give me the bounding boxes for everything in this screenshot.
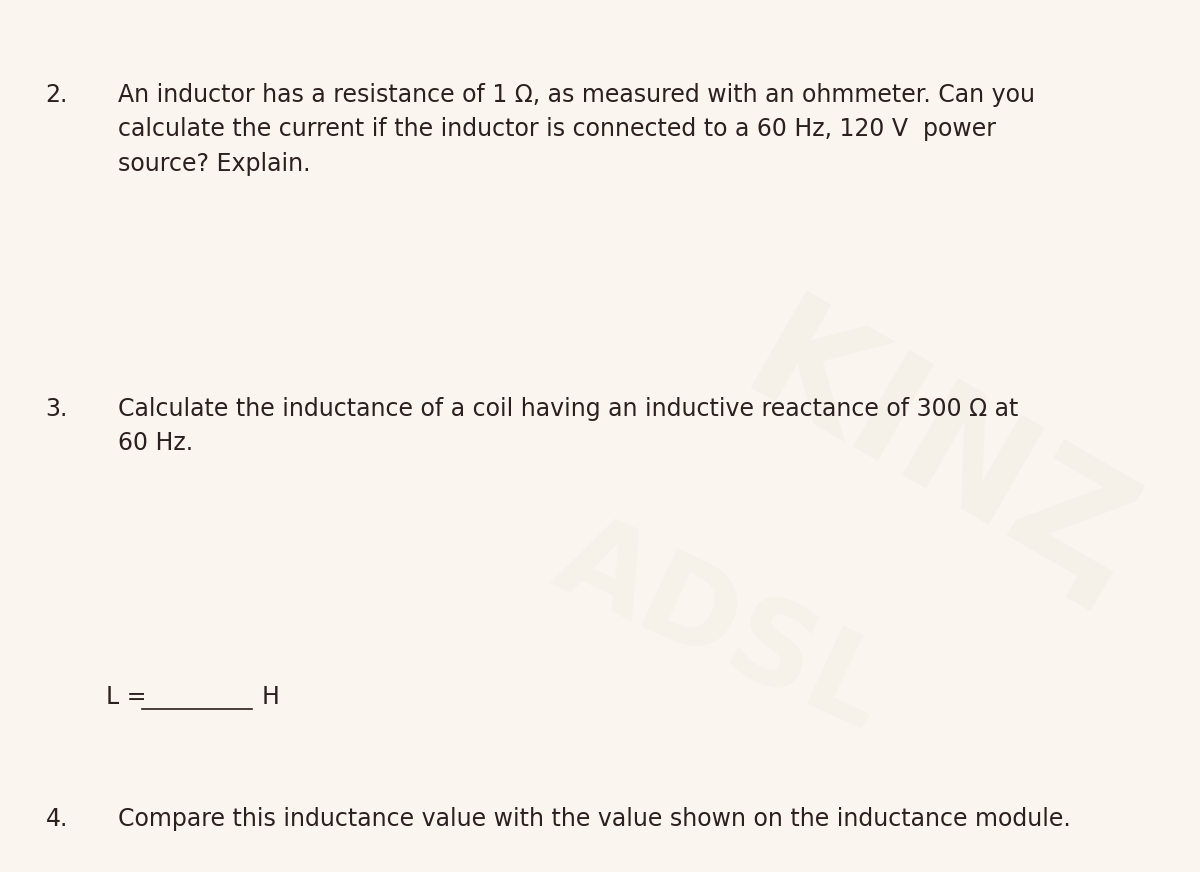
Text: H: H	[262, 685, 280, 709]
Text: An inductor has a resistance of 1 Ω, as measured with an ohmmeter. Can you
calcu: An inductor has a resistance of 1 Ω, as …	[118, 83, 1034, 176]
Text: KINⱫ: KINⱫ	[720, 285, 1152, 622]
Text: L =: L =	[106, 685, 154, 709]
Text: 2.: 2.	[46, 83, 68, 107]
Text: 4.: 4.	[46, 807, 68, 831]
Text: Calculate the inductance of a coil having an inductive reactance of 300 Ω at
60 : Calculate the inductance of a coil havin…	[118, 397, 1018, 455]
Text: Compare this inductance value with the value shown on the inductance module.: Compare this inductance value with the v…	[118, 807, 1070, 831]
Text: ADSL: ADSL	[538, 502, 902, 753]
Text: 3.: 3.	[46, 397, 68, 421]
